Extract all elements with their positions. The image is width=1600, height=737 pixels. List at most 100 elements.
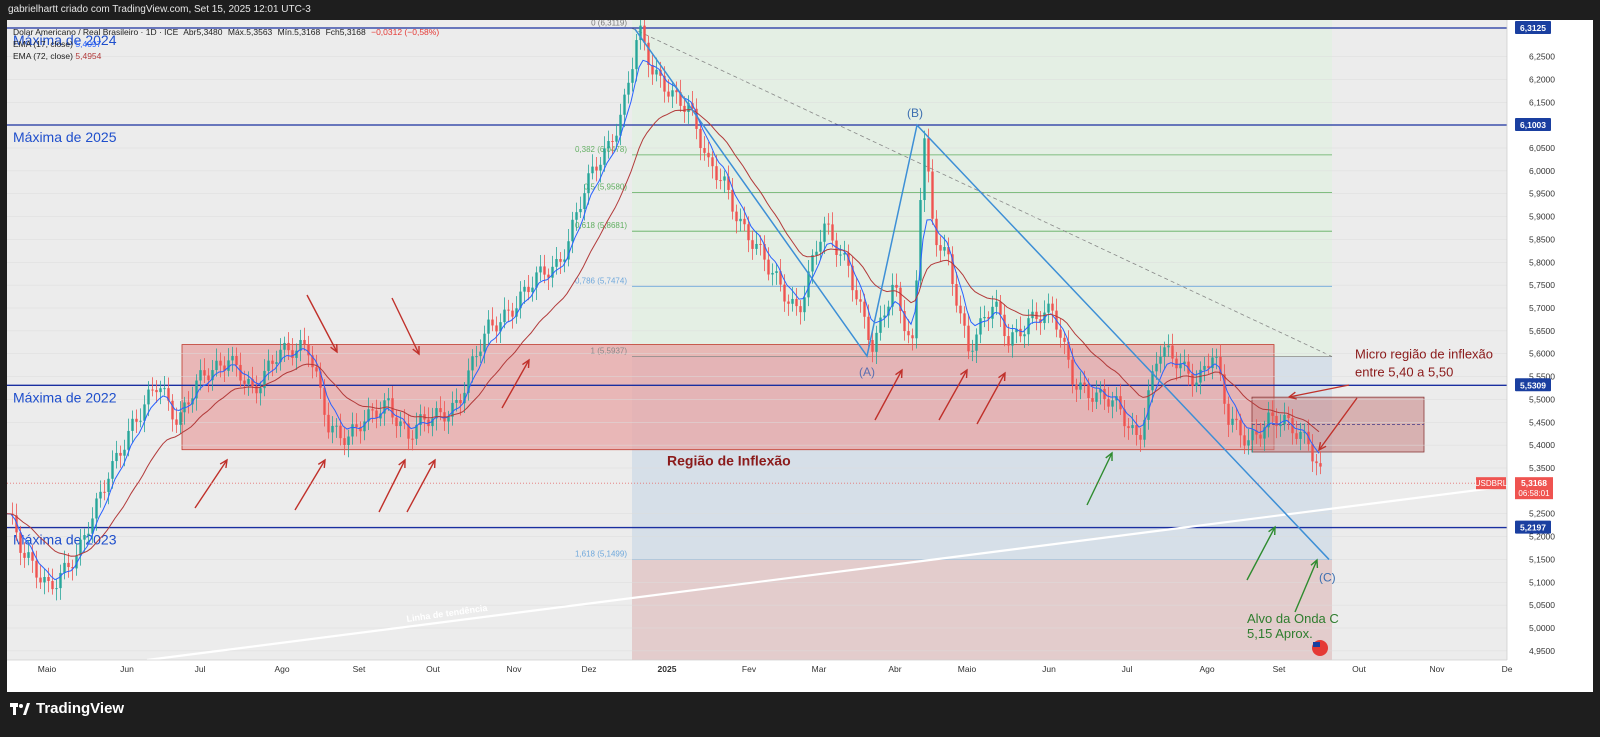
legend-change: −0,0312 (−0,58%)	[371, 27, 440, 37]
candle-body	[783, 284, 786, 302]
key-level-tag	[1515, 21, 1551, 34]
candle-body	[147, 389, 150, 405]
tradingview-logo[interactable]: TradingView	[10, 700, 124, 717]
candle-body	[1063, 337, 1066, 342]
inflection-zone-label: Região de Inflexão	[667, 453, 791, 469]
key-level-label: Máxima de 2024	[13, 32, 117, 48]
candle-body	[1011, 332, 1014, 346]
ema72-label: EMA (72, close)	[13, 51, 73, 61]
candle-body	[167, 388, 170, 401]
candle-body	[795, 298, 798, 307]
target-arrow-head	[1310, 558, 1319, 569]
elliott-wave-line	[634, 28, 1330, 560]
price-tick-label: 5,2500	[1529, 509, 1555, 519]
candle-body	[787, 301, 790, 304]
candle-body	[483, 333, 486, 352]
candle-body	[547, 274, 550, 278]
candle-body	[151, 389, 154, 391]
candle-body	[839, 254, 842, 256]
candle-body	[867, 316, 870, 340]
candle-body	[1235, 418, 1238, 421]
candle-body	[207, 375, 210, 381]
candle-body	[875, 332, 878, 352]
candle-body	[915, 280, 918, 339]
chart-frame[interactable]: 0 (6,3119) 0,382 (6,0478) 0,5 (5,9580) 0,61…	[7, 20, 1593, 692]
candle-body	[351, 424, 354, 437]
candle-body	[23, 552, 26, 558]
candle-body	[855, 290, 858, 300]
price-tick-label: 4,9500	[1529, 646, 1555, 656]
key-level-label: Máxima de 2023	[13, 532, 117, 548]
candle-body	[367, 409, 370, 422]
price-tick-label: 5,9500	[1529, 189, 1555, 199]
candle-body	[267, 360, 270, 371]
target-arrow	[1086, 452, 1113, 506]
candle-body	[823, 223, 826, 242]
candle-body	[683, 105, 686, 112]
candle-body	[687, 103, 690, 112]
candle-body	[887, 306, 890, 316]
price-tick-label: 5,6000	[1529, 349, 1555, 359]
candle-body	[459, 399, 462, 404]
target-arrow	[1294, 559, 1318, 613]
candle-body	[703, 148, 706, 153]
candle-body	[939, 245, 942, 251]
candle-body	[87, 533, 90, 536]
price-tick-label: 5,0000	[1529, 623, 1555, 633]
time-tick-label: Mar	[812, 664, 827, 674]
candle-body	[919, 200, 922, 281]
key-level-tag-label: 6,3125	[1520, 23, 1546, 33]
wave-c-label: (C)	[1319, 570, 1336, 584]
candle-body	[619, 114, 622, 136]
candle-body	[1255, 430, 1258, 435]
candle-body	[371, 409, 374, 411]
candle-body	[211, 370, 214, 381]
legend-ema17[interactable]: EMA (17, close) 5,4097	[13, 38, 442, 50]
candle-body	[299, 339, 302, 351]
candle-body	[859, 299, 862, 302]
support-arrow	[976, 372, 1006, 425]
candle-body	[291, 350, 294, 358]
candle-body	[579, 208, 582, 213]
time-tick-label: Ago	[274, 664, 289, 674]
candle-body	[747, 224, 750, 241]
candle-body	[543, 266, 546, 275]
candle-body	[971, 350, 974, 352]
candle-body	[967, 325, 970, 352]
support-arrow-head	[522, 358, 530, 369]
candle-body	[811, 255, 814, 272]
candle-body	[655, 69, 658, 75]
candle-body	[255, 386, 258, 394]
candle-body	[339, 425, 342, 439]
legend-high: Máx.5,3563	[227, 27, 273, 37]
legend-low: Mín.5,3168	[277, 27, 321, 37]
resistance-arrow-head	[412, 345, 420, 356]
candle-body	[219, 360, 222, 366]
candle-body	[631, 69, 634, 83]
candle-body	[431, 418, 434, 427]
candle-body	[635, 40, 638, 70]
wave-a-label: (A)	[859, 365, 875, 379]
candle-body	[895, 284, 898, 288]
candle-body	[475, 356, 478, 358]
candle-body	[287, 342, 290, 351]
candle-body	[1023, 334, 1026, 337]
candle-body	[739, 218, 742, 222]
time-tick-label: Jun	[1042, 664, 1056, 674]
legend-symbol[interactable]: Dolar Americano / Real Brasileiro · 1D ·…	[13, 27, 179, 37]
candle-body	[647, 42, 650, 66]
legend-ema72[interactable]: EMA (72, close) 5,4954	[13, 50, 442, 62]
candle-body	[699, 128, 702, 149]
price-chart[interactable]: 0 (6,3119) 0,382 (6,0478) 0,5 (5,9580) 0,61…	[7, 20, 1593, 692]
candle-body	[903, 311, 906, 332]
fib-level-label: 0,618 (5,8681)	[575, 221, 627, 230]
candle-body	[519, 291, 522, 309]
price-tick-label: 6,0500	[1529, 143, 1555, 153]
candle-body	[243, 380, 246, 384]
support-arrow	[378, 459, 406, 513]
candle-body	[1099, 388, 1102, 393]
candle-body	[1183, 361, 1186, 365]
support-arrow	[938, 369, 968, 421]
candle-body	[467, 370, 470, 393]
candle-body	[659, 69, 662, 76]
